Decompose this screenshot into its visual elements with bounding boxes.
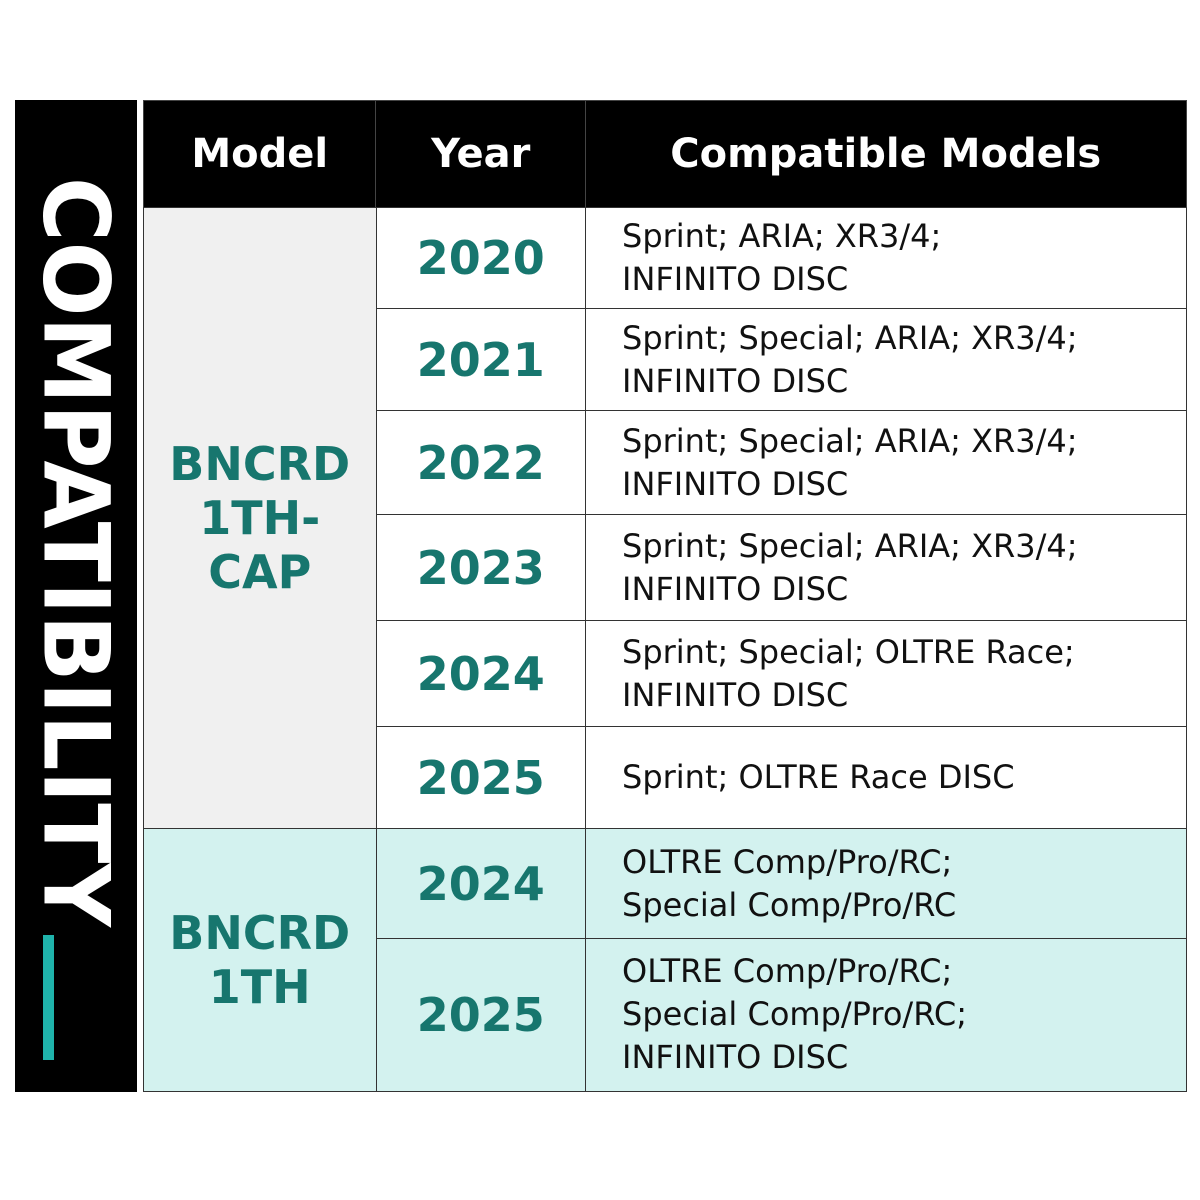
models-cell: Sprint; OLTRE Race DISC	[585, 726, 1187, 830]
year-cell: 2025	[375, 726, 587, 830]
model-cell: BNCRD 1TH	[143, 828, 377, 1092]
models-line: Special Comp/Pro/RC	[622, 885, 957, 924]
model-line: BNCRD	[169, 905, 351, 960]
model-line: CAP	[208, 545, 312, 600]
side-label: COMPATIBILITY	[22, 177, 130, 927]
header-cell: Compatible Models	[585, 100, 1187, 209]
models-cell: Sprint; Special; ARIA; XR3/4; INFINITO DI…	[585, 410, 1187, 516]
year-cell: 2025	[375, 938, 587, 1092]
models-cell: Sprint; Special; ARIA; XR3/4; INFINITO DI…	[585, 514, 1187, 622]
model-cell: BNCRD 1TH- CAP	[143, 207, 377, 830]
models-line: Sprint; OLTRE Race DISC	[622, 758, 1015, 797]
side-accent	[43, 935, 54, 1060]
models-line: Sprint; Special; ARIA; XR3/4;	[622, 318, 1078, 357]
models-line: Sprint; Special; ARIA; XR3/4;	[622, 526, 1078, 565]
year-cell: 2020	[375, 207, 587, 310]
year-cell: 2024	[375, 828, 587, 940]
year-cell: 2023	[375, 514, 587, 622]
models-line: Sprint; Special; OLTRE Race;	[622, 632, 1075, 671]
models-cell: OLTRE Comp/Pro/RC; Special Comp/Pro/RC	[585, 828, 1187, 940]
models-cell: Sprint; ARIA; XR3/4; INFINITO DISC	[585, 207, 1187, 310]
models-line: INFINITO DISC	[622, 569, 849, 608]
models-line: INFINITO DISC	[622, 260, 849, 299]
models-cell: Sprint; Special; ARIA; XR3/4; INFINITO DI…	[585, 308, 1187, 412]
models-line: INFINITO DISC	[622, 464, 849, 503]
header-cell: Model	[143, 100, 377, 209]
model-line: BNCRD	[169, 437, 351, 492]
models-line: Sprint; Special; ARIA; XR3/4;	[622, 421, 1078, 460]
models-line: INFINITO DISC	[622, 361, 849, 400]
models-line: INFINITO DISC	[622, 1038, 849, 1077]
models-line: OLTRE Comp/Pro/RC;	[622, 842, 953, 881]
models-cell: Sprint; Special; OLTRE Race; INFINITO DIS…	[585, 620, 1187, 728]
models-line: INFINITO DISC	[622, 675, 849, 714]
header-cell: Year	[375, 100, 587, 209]
year-cell: 2021	[375, 308, 587, 412]
models-line: Sprint; ARIA; XR3/4;	[622, 217, 942, 256]
model-line: 1TH	[208, 959, 311, 1014]
year-cell: 2024	[375, 620, 587, 728]
side-bar	[15, 100, 137, 1092]
models-cell: OLTRE Comp/Pro/RC; Special Comp/Pro/RC; IN…	[585, 938, 1187, 1092]
models-line: OLTRE Comp/Pro/RC;	[622, 952, 953, 991]
year-cell: 2022	[375, 410, 587, 516]
model-line: 1TH-	[199, 491, 321, 546]
models-line: Special Comp/Pro/RC;	[622, 995, 967, 1034]
